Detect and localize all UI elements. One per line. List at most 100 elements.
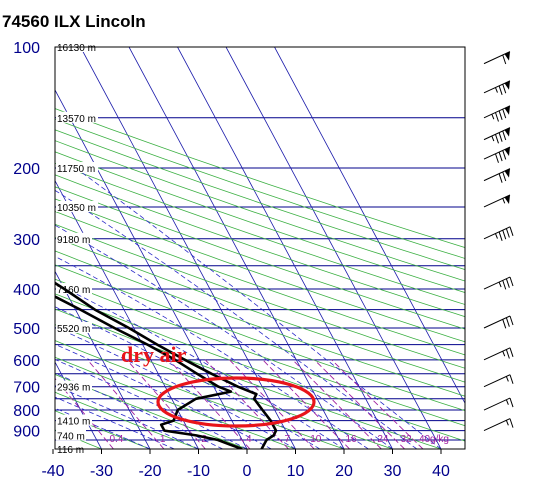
height-label-bg	[56, 429, 86, 441]
height-label-bg	[56, 111, 98, 123]
station-title: 74560 ILX Lincoln	[2, 12, 146, 31]
dry-adiabat-line	[55, 340, 345, 449]
wind-barb-full	[505, 349, 510, 359]
wind-barb-full	[502, 150, 507, 160]
wind-barb-full	[502, 108, 507, 119]
dewpoint-profile-line	[55, 295, 243, 449]
mixing-ratio-label: 7	[284, 434, 290, 445]
isotherm-line	[128, 47, 345, 449]
temperature-tick-label: -30	[90, 463, 113, 480]
wind-barb	[483, 374, 514, 388]
dry-air-ellipse	[156, 376, 316, 428]
wind-barb	[483, 397, 514, 411]
wind-barb	[483, 226, 514, 241]
wind-barb-full	[505, 278, 510, 288]
wind-barb-flag	[504, 51, 510, 61]
isotherm-line	[274, 47, 465, 405]
wind-barb-staff	[483, 276, 511, 290]
height-label: 9180 m	[57, 235, 90, 246]
background-grid	[0, 47, 465, 449]
height-label: 16130 m	[57, 43, 96, 54]
wind-barb-half	[495, 233, 498, 239]
moist-adiabat-line	[55, 283, 345, 449]
mixing-ratio-label: 2	[201, 434, 207, 445]
wind-barb-staff	[483, 418, 511, 432]
wind-barb-half	[491, 135, 495, 142]
height-label-bg	[56, 232, 92, 244]
pressure-tick-label: 800	[13, 403, 40, 420]
wind-barb-staff	[483, 194, 511, 208]
wind-barb-full	[502, 319, 507, 329]
dry-adiabat-line	[55, 151, 465, 293]
wind-barb-full	[498, 231, 503, 241]
wind-barb-flag	[504, 127, 510, 137]
moist-adiabat-line	[55, 326, 296, 449]
sounding-profiles	[55, 281, 278, 449]
wind-barb-full	[509, 397, 514, 408]
wind-barbs	[483, 51, 514, 432]
temperature-tick-label: 20	[335, 463, 353, 480]
mixing-ratio-label: 10	[310, 434, 322, 445]
wind-barb-full	[502, 280, 507, 290]
dry-adiabat-line	[55, 211, 465, 356]
wind-barb	[483, 51, 511, 65]
moist-adiabat-line	[55, 224, 393, 449]
wind-barb	[483, 146, 511, 163]
wind-barb-flag	[504, 80, 510, 90]
wind-barb-full	[498, 85, 503, 95]
temperature-tick-label: 40	[432, 463, 450, 480]
height-label: 5520 m	[57, 324, 90, 335]
dry-adiabat-line	[55, 264, 465, 412]
isotherm-line	[0, 47, 5, 449]
dry-adiabat-line	[55, 174, 465, 318]
wind-barb-full	[502, 130, 507, 141]
wind-barb-half	[505, 420, 509, 426]
height-label: 740 m	[57, 431, 85, 442]
temperature-tick-label: -40	[41, 463, 64, 480]
moist-adiabat-line	[55, 372, 223, 449]
dry-air-label: dry air	[121, 342, 187, 367]
dry-adiabat-line	[55, 186, 465, 330]
pressure-tick-label: 400	[13, 282, 40, 299]
wind-barb-full	[498, 151, 503, 162]
height-label-bg	[56, 321, 92, 333]
mixing-ratio-label: 32	[401, 434, 413, 445]
mixing-ratio-line	[262, 359, 350, 449]
wind-barb	[483, 127, 511, 144]
wind-barb-half	[502, 350, 506, 357]
dry-adiabat-line	[55, 278, 465, 427]
wind-barb	[483, 276, 514, 290]
wind-barb-full	[502, 229, 507, 240]
wind-barb-staff	[483, 315, 511, 329]
dry-adiabat-line	[55, 356, 296, 449]
pressure-tick-label: 300	[13, 232, 40, 249]
mixing-ratio-line	[168, 359, 251, 449]
wind-barb-full	[509, 347, 514, 357]
height-label: 1410 m	[57, 417, 90, 428]
moist-adiabat-line	[75, 167, 442, 449]
pressure-tick-label: 600	[13, 353, 40, 370]
wind-barb-full	[502, 83, 507, 94]
dry-adiabat-line	[55, 118, 465, 259]
moist-adiabat-line	[55, 343, 272, 449]
wind-barb-half	[505, 376, 509, 382]
dry-adiabat-line	[55, 250, 465, 397]
mixing-ratio-label: 0.4	[109, 434, 123, 445]
temperature-tick-label: -10	[187, 463, 210, 480]
mixing-ratio-line	[292, 359, 382, 449]
moist-adiabat-line	[55, 255, 369, 449]
dry-air-highlight: dry air	[121, 342, 316, 428]
pressure-tick-label: 500	[13, 321, 40, 338]
height-label-bg	[56, 414, 92, 426]
wind-barb-half	[498, 281, 502, 288]
wind-barb-flag	[504, 147, 510, 157]
wind-barb-full	[505, 228, 510, 238]
wind-barb-full	[509, 315, 514, 326]
wind-barb-flag	[504, 105, 510, 115]
wind-barb	[483, 194, 511, 208]
dry-adiabat-line	[55, 108, 465, 249]
height-label: 10350 m	[57, 203, 96, 214]
height-label-bg	[56, 380, 92, 392]
wind-barb-full	[494, 134, 499, 144]
height-label: 7160 m	[57, 285, 90, 296]
